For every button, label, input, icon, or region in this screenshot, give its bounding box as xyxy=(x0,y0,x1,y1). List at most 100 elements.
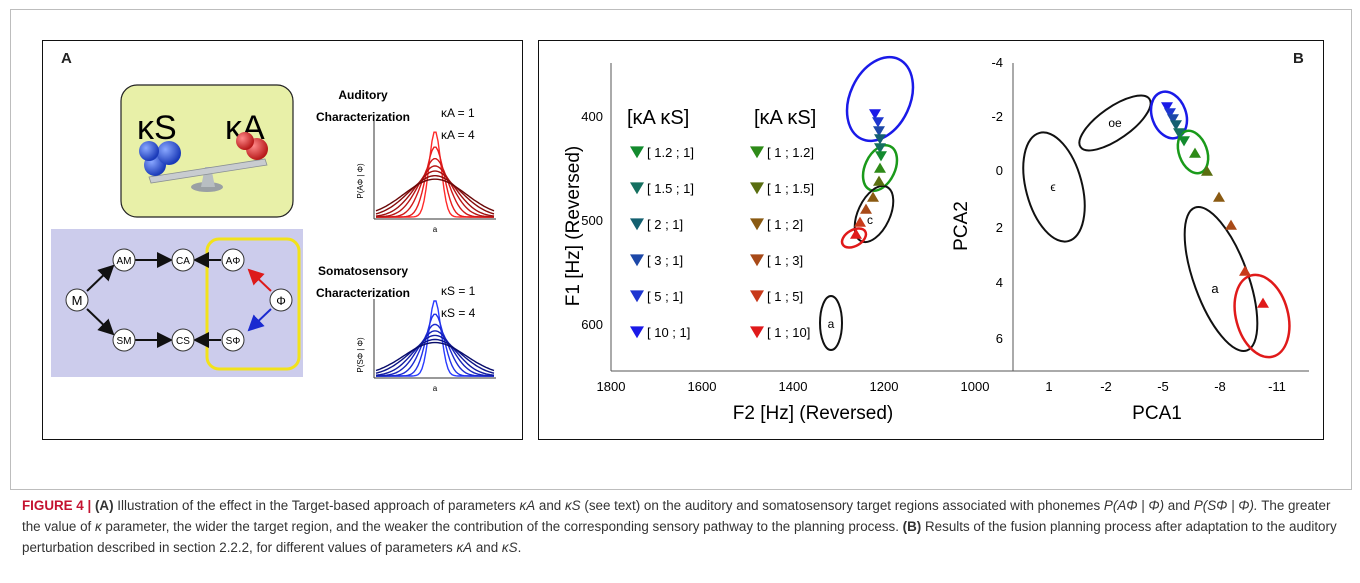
somatosensory-curve-5 xyxy=(375,334,495,376)
auditory-curve-1 xyxy=(376,131,494,218)
auditory-curve-3 xyxy=(376,158,494,218)
pca1-tick-m8: -8 xyxy=(1214,379,1226,394)
somatosensory-kappa-label-1: κS = 1 xyxy=(441,284,476,298)
pca-ellipse-label-a: a xyxy=(1211,281,1219,296)
legend-kappa-a-marker-1 xyxy=(630,146,644,159)
pca-marker-ks-1 xyxy=(1189,147,1201,158)
panel-b-letter: B xyxy=(1293,50,1304,67)
caption-and-1: and xyxy=(538,498,562,513)
caption-part-a-label: (A) xyxy=(94,498,114,513)
pca2-tick-m2: -2 xyxy=(991,109,1003,124)
auditory-kappa-label-2: κA = 4 xyxy=(441,128,475,142)
f1-tick-500: 500 xyxy=(581,213,603,228)
pca-ellipse-blue xyxy=(1149,90,1189,140)
f2-tick-1400: 1400 xyxy=(779,379,808,394)
formant-xlabel: F2 [Hz] (Reversed) xyxy=(733,403,893,424)
somatosensory-curve-3 xyxy=(376,323,494,377)
somatosensory-curve-7 xyxy=(375,341,495,372)
formant-ellipse-blue xyxy=(845,55,915,143)
legend-kappa-a-marker-4 xyxy=(630,254,644,267)
legend-kappa-s-label-4: [ 1 ; 3] xyxy=(767,253,803,268)
pca2-tick-6: 6 xyxy=(996,331,1003,346)
caption-kappa-a-2: κA xyxy=(456,540,473,555)
pca2-tick-4: 4 xyxy=(996,275,1003,290)
auditory-ylabel: P(AΦ | Φ) xyxy=(356,163,365,199)
node-phi: Φ xyxy=(276,294,286,308)
figure-caption: FIGURE 4 | (A) Illustration of the effec… xyxy=(22,495,1342,558)
caption-kappa-a: κA xyxy=(519,498,536,513)
formant-marker-ka-6 xyxy=(875,151,887,162)
somatosensory-kappa-label-2: κS = 4 xyxy=(441,306,476,320)
pca-ellipse-epsilon xyxy=(1022,131,1086,243)
node-m: M xyxy=(72,293,83,308)
panel-a-drawing: κS κA M AM C xyxy=(51,84,496,393)
pca-ellipse-a xyxy=(1183,205,1259,353)
formant-ellipse-a xyxy=(819,295,843,351)
legend-header-right: [κA κS] xyxy=(754,107,816,129)
formant-marker-ks-4 xyxy=(860,203,872,214)
somatosensory-title-line1: Somatosensory xyxy=(318,264,408,278)
caption-kappa-s: κS xyxy=(564,498,581,513)
somatosensory-curves xyxy=(375,300,495,377)
auditory-curve-6 xyxy=(375,175,495,215)
pca-plot: 1 -2 -5 -8 -11 PCA1 -4 -2 0 2 4 6 PCA2 o… xyxy=(951,55,1309,424)
legend-header-left: [κA κS] xyxy=(627,107,689,129)
node-am: AM xyxy=(117,256,132,267)
pca1-tick-m5: -5 xyxy=(1157,379,1169,394)
pca1-tick-m11: -11 xyxy=(1268,379,1286,394)
balance-kappa-s-label: κS xyxy=(137,109,177,147)
pca-ylabel: PCA2 xyxy=(951,201,972,251)
legend-kappa-a-marker-6 xyxy=(630,326,644,339)
caption-part-a-text-1: Illustration of the effect in the Target… xyxy=(117,498,516,513)
legend-kappa-a-label-1: [ 1.2 ; 1] xyxy=(647,145,694,160)
legend-kappa-s-marker-3 xyxy=(750,218,764,231)
node-cs: CS xyxy=(176,336,190,347)
node-ca: CA xyxy=(176,256,190,267)
formant-marker-ka-2 xyxy=(872,117,884,128)
panel-a-letter: A xyxy=(61,50,72,67)
pca1-tick-1: 1 xyxy=(1045,379,1052,394)
legend-kappa-a-marker-3 xyxy=(630,218,644,231)
formant-marker-ka-5 xyxy=(874,143,886,154)
legend-kappa-a-marker-2 xyxy=(630,182,644,195)
pca-ellipse-label-epsilon: ϵ xyxy=(1050,180,1055,194)
legend-kappa-s-marker-5 xyxy=(750,290,764,303)
auditory-xlabel: a xyxy=(433,225,438,234)
auditory-characterization: Auditory Characterization P(AΦ | Φ) a κA… xyxy=(316,88,496,234)
auditory-kappa-label-1: κA = 1 xyxy=(441,106,475,120)
caption-part-a-text-2: (see text) on the auditory and somatosen… xyxy=(584,498,1101,513)
legend-kappa-s-marker-6 xyxy=(750,326,764,339)
pca-ellipse-oe xyxy=(1078,94,1152,152)
pca-marker-ka-1 xyxy=(1161,102,1173,113)
pca2-tick-2: 2 xyxy=(996,220,1003,235)
formant-ellipse-label-c: c xyxy=(867,213,873,227)
legend-kappa-s-marker-4 xyxy=(750,254,764,267)
legend-kappa-a: [ 1.2 ; 1] [ 1.5 ; 1] [ 2 ; 1] [ 3 ; 1] [ 5 … xyxy=(630,145,694,340)
f2-tick-1800: 1800 xyxy=(597,379,626,394)
formant-ellipse-green xyxy=(861,144,899,192)
somatosensory-characterization: Somatosensory Characterization P(SΦ | Φ)… xyxy=(316,264,496,393)
legend-kappa-a-label-3: [ 2 ; 1] xyxy=(647,217,683,232)
pca2-tick-m4: -4 xyxy=(991,55,1003,70)
caption-part-b-label: (B) xyxy=(902,519,922,534)
pca-marker-ka-6 xyxy=(1178,136,1190,147)
caption-kappa: κ xyxy=(94,519,102,534)
formant-marker-ka-3 xyxy=(873,126,885,137)
panel-b: B 1800 1600 1400 1200 1000 F2 [Hz] (Reve… xyxy=(538,40,1324,440)
auditory-curve-2 xyxy=(376,146,494,218)
somatosensory-curve-2 xyxy=(376,313,494,377)
f1-tick-600: 600 xyxy=(581,317,603,332)
caption-figure-label: FIGURE 4 | xyxy=(22,498,92,513)
legend-kappa-a-label-6: [ 10 ; 1] xyxy=(647,325,690,340)
node-sphi: SΦ xyxy=(226,336,241,347)
formant-marker-ks-6 xyxy=(850,228,862,239)
auditory-curves xyxy=(375,131,495,218)
caption-kappa-s-2: κS xyxy=(501,540,518,555)
pca-marker-ka-3 xyxy=(1167,114,1179,125)
formant-plot: 1800 1600 1400 1200 1000 F2 [Hz] (Revers… xyxy=(563,55,1015,424)
caption-prob-s: P(SΦ | Φ). xyxy=(1193,498,1258,513)
pca-marker-ks-2 xyxy=(1201,165,1213,176)
pca2-tick-0: 0 xyxy=(996,163,1003,178)
panel-a: A κS κA xyxy=(42,40,523,440)
auditory-curve-5 xyxy=(375,170,495,217)
